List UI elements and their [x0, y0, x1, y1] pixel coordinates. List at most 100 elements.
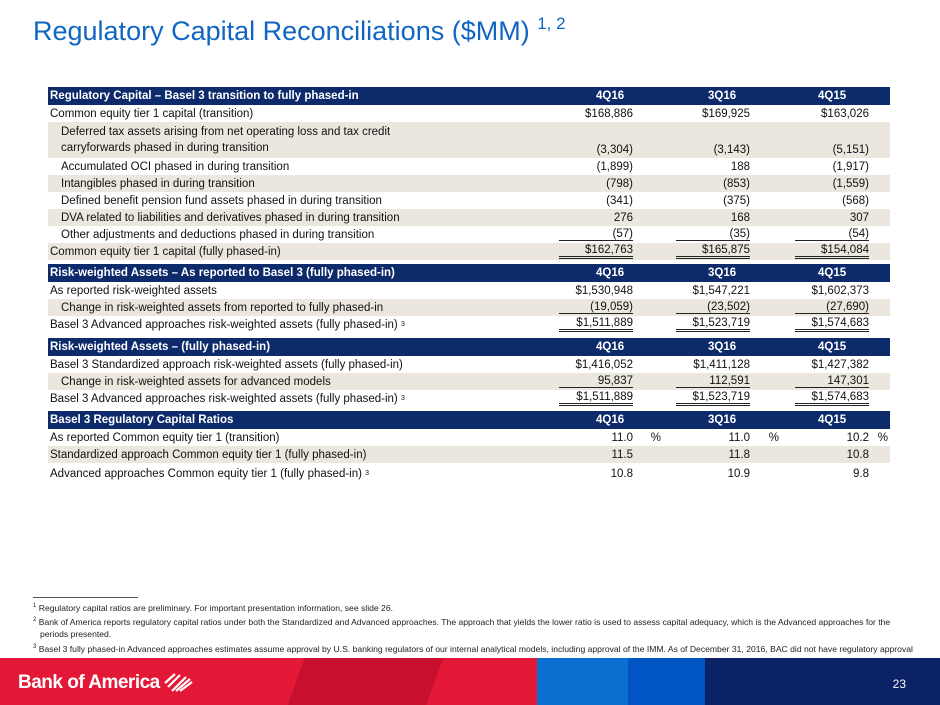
row-label-text: Basel 3 Advanced approaches risk-weighte… — [50, 392, 398, 405]
row-label-line: carryforwards phased in during transitio… — [61, 142, 269, 154]
percent-sign: % — [650, 431, 661, 444]
value-cell: $1,411,128 — [658, 359, 777, 371]
value-cell: (23,502) — [658, 301, 777, 314]
value-cell: $162,763 — [540, 244, 658, 259]
value: $165,875 — [676, 244, 750, 259]
value: 11.8 — [728, 448, 750, 461]
value: (1,559) — [832, 177, 869, 190]
value-cell: 188 — [658, 161, 777, 173]
column-header: 3Q16 — [708, 341, 737, 353]
row-label-text: Basel 3 Advanced approaches risk-weighte… — [50, 318, 398, 331]
value-cell: (1,559) — [777, 178, 890, 190]
title-text: Regulatory Capital Reconciliations ($MM) — [33, 16, 530, 46]
row-label-text: Intangibles phased in during transition — [61, 177, 255, 190]
value-cell: $1,574,683 — [777, 317, 890, 332]
table-header: Risk-weighted Assets – As reported to Ba… — [48, 264, 890, 282]
value: 168 — [730, 211, 750, 224]
row-label: Other adjustments and deductions phased … — [48, 227, 540, 243]
column-header: 3Q16 — [708, 267, 737, 279]
value-cell: 95,837 — [540, 375, 658, 388]
row-label-text: Basel 3 Standardized approach risk-weigh… — [50, 358, 403, 371]
row-label: Basel 3 Advanced approaches risk-weighte… — [48, 317, 540, 333]
row-label: As reported risk-weighted assets — [48, 283, 540, 299]
row-label: Standardized approach Common equity tier… — [48, 447, 540, 463]
value: 307 — [849, 211, 869, 224]
value-cell: $1,523,719 — [658, 317, 777, 332]
table-header: Basel 3 Regulatory Capital Ratios 4Q16 3Q1… — [48, 411, 890, 429]
value: 11.0 — [728, 431, 750, 444]
value-cell: $169,925 — [658, 108, 777, 120]
table-row: As reported risk-weighted assets $1,530,9… — [48, 282, 890, 299]
footnote-number: 2 — [33, 617, 37, 624]
value: $154,084 — [795, 244, 869, 259]
value-cell: $1,602,373 — [777, 285, 890, 297]
table-section: Risk-weighted Assets – (fully phased-in)… — [48, 338, 890, 407]
value: 9.8 — [853, 468, 869, 480]
row-label-text: Change in risk-weighted assets from repo… — [61, 301, 384, 314]
row-label-text: Common equity tier 1 capital (transition… — [50, 107, 254, 120]
section-title: Basel 3 Regulatory Capital Ratios — [50, 414, 234, 426]
row-label: DVA related to liabilities and derivativ… — [48, 210, 540, 226]
column-header: 3Q16 — [708, 414, 737, 426]
value: 10.8 — [846, 448, 869, 461]
value: $162,763 — [559, 244, 633, 259]
value-cell: 10.8 — [777, 449, 890, 461]
value-cell: $168,886 — [540, 108, 658, 120]
row-label: Basel 3 Advanced approaches risk-weighte… — [48, 391, 540, 407]
value-cell: 10.2% — [777, 432, 890, 444]
column-header: 4Q16 — [596, 341, 625, 353]
value-cell: $1,523,719 — [658, 391, 777, 406]
value: $1,530,948 — [575, 284, 633, 297]
value-cell: (341) — [540, 195, 658, 207]
table-row: Change in risk-weighted assets for advan… — [48, 373, 890, 390]
row-label: Change in risk-weighted assets from repo… — [48, 300, 540, 316]
column-header: 4Q16 — [596, 267, 625, 279]
value-cell: (3,304) — [540, 144, 658, 156]
value-cell: (568) — [777, 195, 890, 207]
value: (375) — [723, 194, 750, 207]
row-label-text: Defined benefit pension fund assets phas… — [61, 194, 382, 207]
value-cell: (57) — [540, 228, 658, 241]
value-cell: 11.8 — [658, 449, 777, 461]
value-cell: 112,591 — [658, 375, 777, 388]
value-cell: 11.0% — [540, 431, 661, 444]
table-row: Advanced approaches Common equity tier 1… — [48, 463, 890, 485]
value: 11.0 — [611, 431, 633, 444]
table-row: Basel 3 Standardized approach risk-weigh… — [48, 356, 890, 373]
value: $1,411,128 — [693, 358, 750, 371]
row-label: Change in risk-weighted assets for advan… — [48, 374, 540, 390]
value: (19,059) — [559, 301, 633, 314]
value-cell: $154,084 — [777, 244, 890, 259]
value-cell: 276 — [540, 212, 658, 224]
row-label-text: As reported risk-weighted assets — [50, 284, 217, 297]
table-row: Other adjustments and deductions phased … — [48, 226, 890, 243]
table-row: Basel 3 Advanced approaches risk-weighte… — [48, 390, 890, 407]
column-header: 4Q15 — [818, 267, 847, 279]
value: $1,416,052 — [575, 358, 633, 371]
table-section: Risk-weighted Assets – As reported to Ba… — [48, 264, 890, 333]
value-cell: $1,530,948 — [540, 285, 658, 297]
footnotes: 1 Regulatory capital ratios are prelimin… — [33, 600, 913, 667]
footnote-ref: 3 — [365, 470, 370, 477]
table-row: Basel 3 Advanced approaches risk-weighte… — [48, 316, 890, 333]
footnote-ref: 3 — [400, 394, 405, 402]
section-title: Regulatory Capital – Basel 3 transition … — [50, 90, 359, 102]
row-label-text: DVA related to liabilities and derivativ… — [61, 211, 400, 224]
value: $169,925 — [702, 107, 750, 120]
value: $1,511,889 — [559, 391, 633, 406]
footnote-1: 1 Regulatory capital ratios are prelimin… — [33, 600, 913, 614]
row-label-text: Change in risk-weighted assets for advan… — [61, 375, 331, 388]
table-row: Intangibles phased in during transition (… — [48, 175, 890, 192]
column-header: 4Q15 — [818, 414, 847, 426]
footnote-ref: 3 — [400, 320, 405, 328]
value-cell: 147,301 — [777, 375, 890, 388]
value: (853) — [723, 177, 750, 190]
value: (57) — [559, 228, 633, 241]
value: (568) — [842, 194, 869, 207]
value-cell: (798) — [540, 178, 658, 190]
value-cell: 11.5 — [540, 449, 658, 461]
table-row: Defined benefit pension fund assets phas… — [48, 192, 890, 209]
value-cell: $165,875 — [658, 244, 777, 259]
value: $1,523,719 — [676, 391, 750, 406]
value-cell: $1,416,052 — [540, 359, 658, 371]
